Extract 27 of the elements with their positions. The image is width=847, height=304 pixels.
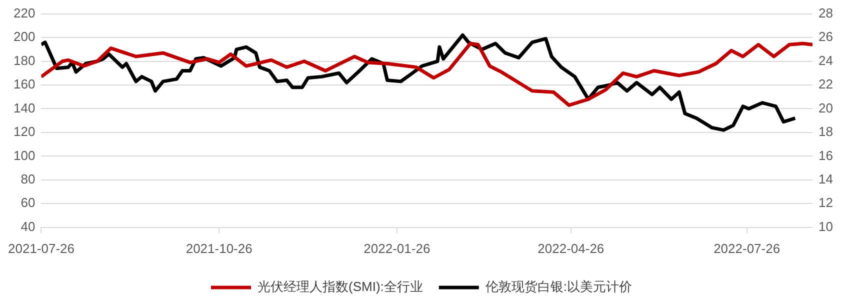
y2-tick-label: 12 xyxy=(818,195,834,210)
legend-label: 伦敦现货白银:以美元计价 xyxy=(485,279,632,294)
y2-tick-label: 24 xyxy=(818,52,834,68)
y-tick-label: 140 xyxy=(14,100,36,116)
y-tick-label: 220 xyxy=(14,5,36,20)
y-tick-label: 200 xyxy=(14,29,36,44)
y2-tick-label: 18 xyxy=(818,124,834,140)
y2-tick-label: 20 xyxy=(818,100,834,116)
y-tick-label: 120 xyxy=(14,124,36,140)
y2-tick-label: 28 xyxy=(818,5,834,20)
y-tick-label: 60 xyxy=(20,195,36,210)
y-tick-label: 100 xyxy=(14,148,36,163)
y2-tick-label: 22 xyxy=(818,76,834,92)
x-tick-label: 2021-10-26 xyxy=(186,240,252,256)
y2-tick-label: 26 xyxy=(818,29,834,44)
y-tick-label: 40 xyxy=(20,218,36,234)
y2-tick-label: 10 xyxy=(818,218,834,234)
x-tick-label: 2022-07-26 xyxy=(714,240,780,256)
y2-tick-label: 16 xyxy=(818,148,834,163)
y2-tick-label: 14 xyxy=(818,172,834,187)
x-tick-label: 2021-07-26 xyxy=(8,240,74,256)
y-tick-label: 160 xyxy=(14,76,36,92)
legend-label: 光伏经理人指数(SMI):全行业 xyxy=(258,279,423,294)
x-tick-label: 2022-01-26 xyxy=(364,240,430,256)
y-tick-label: 80 xyxy=(20,172,36,187)
y-tick-label: 180 xyxy=(14,52,36,68)
x-tick-label: 2022-04-26 xyxy=(538,240,604,256)
